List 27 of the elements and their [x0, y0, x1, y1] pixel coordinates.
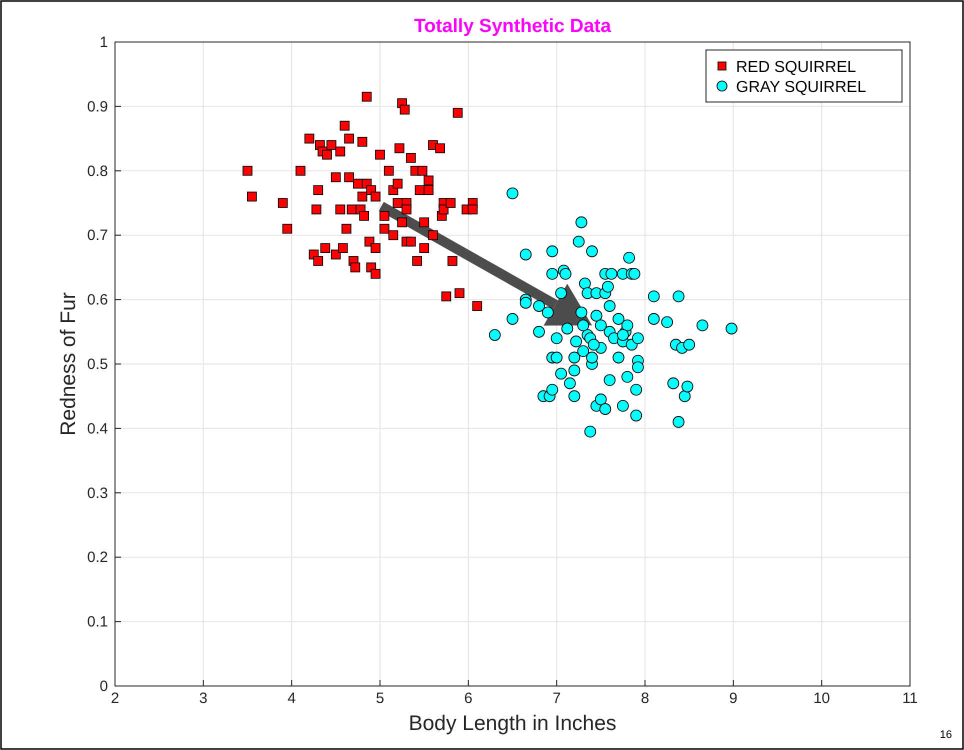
y-tick-label: 0 [100, 678, 108, 695]
y-tick-label: 1 [100, 34, 108, 51]
x-tick-label: 8 [640, 690, 650, 707]
y-tick-label: 0.2 [87, 549, 108, 566]
x-tick-label: 2 [110, 690, 120, 707]
chart-title: Totally Synthetic Data [414, 16, 612, 37]
y-tick-label: 0.9 [87, 98, 108, 116]
legend-label: RED SQUIRREL [736, 59, 856, 76]
x-tick-label: 10 [813, 690, 830, 707]
text: 16 [940, 729, 952, 741]
x-tick-label: 6 [464, 690, 473, 707]
y-axis-title: Redness of Fur [57, 292, 80, 436]
x-tick-label: 3 [199, 690, 208, 707]
y-tick-label: 0.8 [87, 162, 108, 180]
x-axis-title: Body Length in Inches [408, 712, 616, 735]
y-tick-label: 0.7 [87, 227, 108, 244]
x-tick-label: 5 [376, 690, 384, 707]
y-tick-label: 0.3 [87, 484, 108, 502]
x-tick-label: 9 [729, 690, 738, 707]
x-tick-label: 7 [552, 690, 561, 707]
x-tick-label: 11 [902, 690, 918, 707]
y-tick-label: 0.5 [87, 356, 108, 373]
x-tick-label: 4 [287, 690, 296, 707]
legend-label: GRAY SQUIRREL [736, 79, 866, 96]
y-tick-label: 0.6 [87, 292, 108, 309]
y-tick-label: 0.4 [87, 420, 108, 438]
y-tick-label: 0.1 [87, 614, 108, 631]
